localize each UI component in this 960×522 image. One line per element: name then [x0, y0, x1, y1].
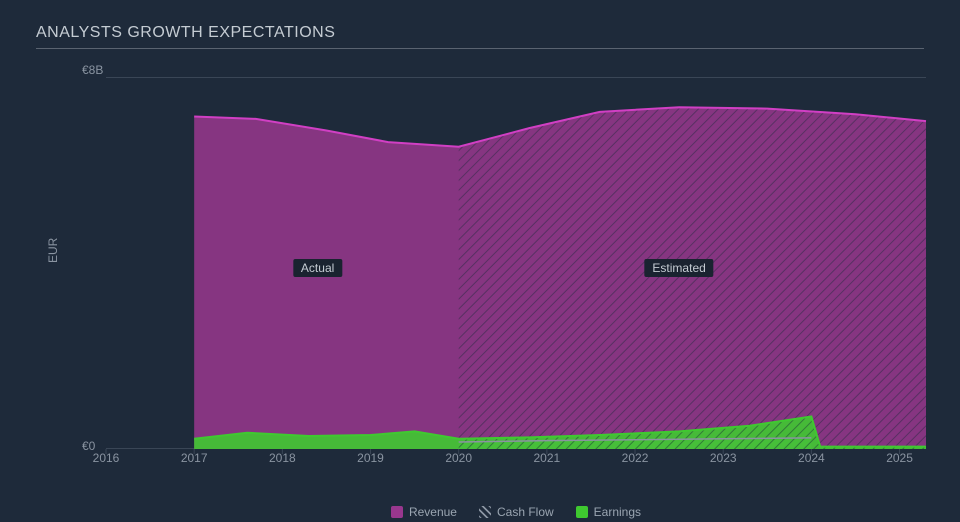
x-tick-label: 2020: [445, 451, 472, 465]
legend-label: Revenue: [409, 505, 457, 519]
legend-label: Cash Flow: [497, 505, 554, 519]
x-tick-label: 2024: [798, 451, 825, 465]
x-tick-label: 2023: [710, 451, 737, 465]
legend-swatch: [391, 506, 403, 518]
legend-swatch: [576, 506, 588, 518]
chart-area: EUR €8B €0 Actual Estimated 201620172018…: [36, 63, 924, 483]
x-tick-label: 2017: [181, 451, 208, 465]
region-label-actual: Actual: [293, 259, 342, 277]
x-tick-label: 2025: [886, 451, 913, 465]
x-tick-label: 2016: [93, 451, 120, 465]
area-chart-svg: [106, 77, 926, 449]
legend-swatch: [479, 506, 491, 518]
chart-container: ANALYSTS GROWTH EXPECTATIONS EUR €8B €0 …: [0, 0, 960, 522]
chart-legend: Revenue Cash Flow Earnings: [106, 505, 926, 519]
legend-item: Revenue: [391, 505, 457, 519]
region-label-estimated: Estimated: [644, 259, 713, 277]
x-tick-label: 2022: [622, 451, 649, 465]
y-axis-title: EUR: [46, 238, 60, 263]
x-axis-ticks: 2016201720182019202020212022202320242025: [106, 451, 926, 467]
legend-item: Earnings: [576, 505, 641, 519]
legend-item: Cash Flow: [479, 505, 554, 519]
x-tick-label: 2021: [534, 451, 561, 465]
x-tick-label: 2019: [357, 451, 384, 465]
y-axis-top-label: €8B: [82, 63, 103, 77]
plot-area: Actual Estimated: [106, 77, 926, 449]
legend-label: Earnings: [594, 505, 641, 519]
chart-title: ANALYSTS GROWTH EXPECTATIONS: [36, 24, 924, 49]
x-tick-label: 2018: [269, 451, 296, 465]
